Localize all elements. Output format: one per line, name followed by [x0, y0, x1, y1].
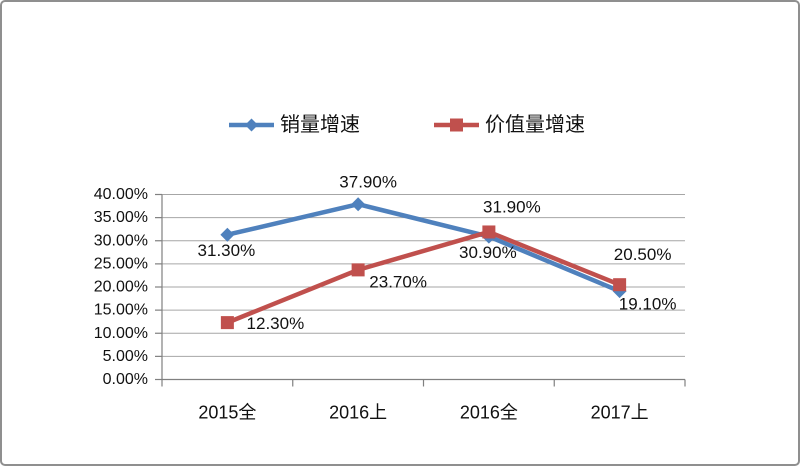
- legend-label-value-growth: 价值量增速: [485, 114, 585, 136]
- y-tick-label: 35.00%: [94, 209, 148, 226]
- y-tick-label: 30.00%: [94, 232, 148, 249]
- x-tick-label: 2016全: [460, 403, 518, 423]
- data-point-square-value-growth: [482, 225, 496, 239]
- data-point-square-value-growth: [613, 278, 627, 292]
- chart-legend: 销量增速 价值量增速: [2, 112, 798, 138]
- y-tick-label: 15.00%: [94, 302, 148, 319]
- data-label-value-growth: 20.50%: [614, 245, 672, 264]
- legend-label-sales-growth: 销量增速: [280, 114, 360, 136]
- data-label-value-growth: 23.70%: [369, 272, 427, 291]
- data-label-sales-growth: 19.10%: [619, 295, 677, 314]
- x-tick-label: 2015全: [198, 403, 256, 423]
- x-tick-label: 2017上: [591, 403, 649, 423]
- legend-item-sales-growth: 销量增速: [229, 112, 360, 138]
- legend-item-value-growth: 价值量增速: [434, 112, 585, 138]
- x-tick-label: 2016上: [329, 403, 387, 423]
- y-tick-label: 25.00%: [94, 255, 148, 272]
- legend-diamond-marker-icon: [229, 118, 274, 132]
- y-tick-label: 5.00%: [103, 348, 148, 365]
- data-label-sales-growth: 30.90%: [459, 243, 517, 262]
- data-point-diamond-sales-growth: [220, 227, 235, 242]
- data-label-sales-growth: 37.90%: [339, 173, 397, 192]
- y-tick-label: 40.00%: [94, 186, 148, 203]
- legend-square-shape: [450, 118, 463, 132]
- data-label-value-growth: 12.30%: [247, 314, 305, 333]
- legend-diamond-shape: [245, 118, 258, 132]
- y-tick-label: 0.00%: [103, 371, 148, 388]
- data-label-sales-growth: 31.30%: [198, 241, 256, 260]
- data-point-square-value-growth: [220, 316, 234, 330]
- data-label-value-growth: 31.90%: [483, 197, 541, 216]
- y-tick-label: 20.00%: [94, 279, 148, 296]
- data-point-square-value-growth: [351, 263, 365, 277]
- series-line-value-growth: [225, 229, 622, 325]
- legend-square-marker-icon: [434, 118, 479, 132]
- y-tick-label: 10.00%: [94, 325, 148, 342]
- data-point-diamond-sales-growth: [351, 197, 366, 212]
- series-line-sales-growth: [225, 201, 622, 294]
